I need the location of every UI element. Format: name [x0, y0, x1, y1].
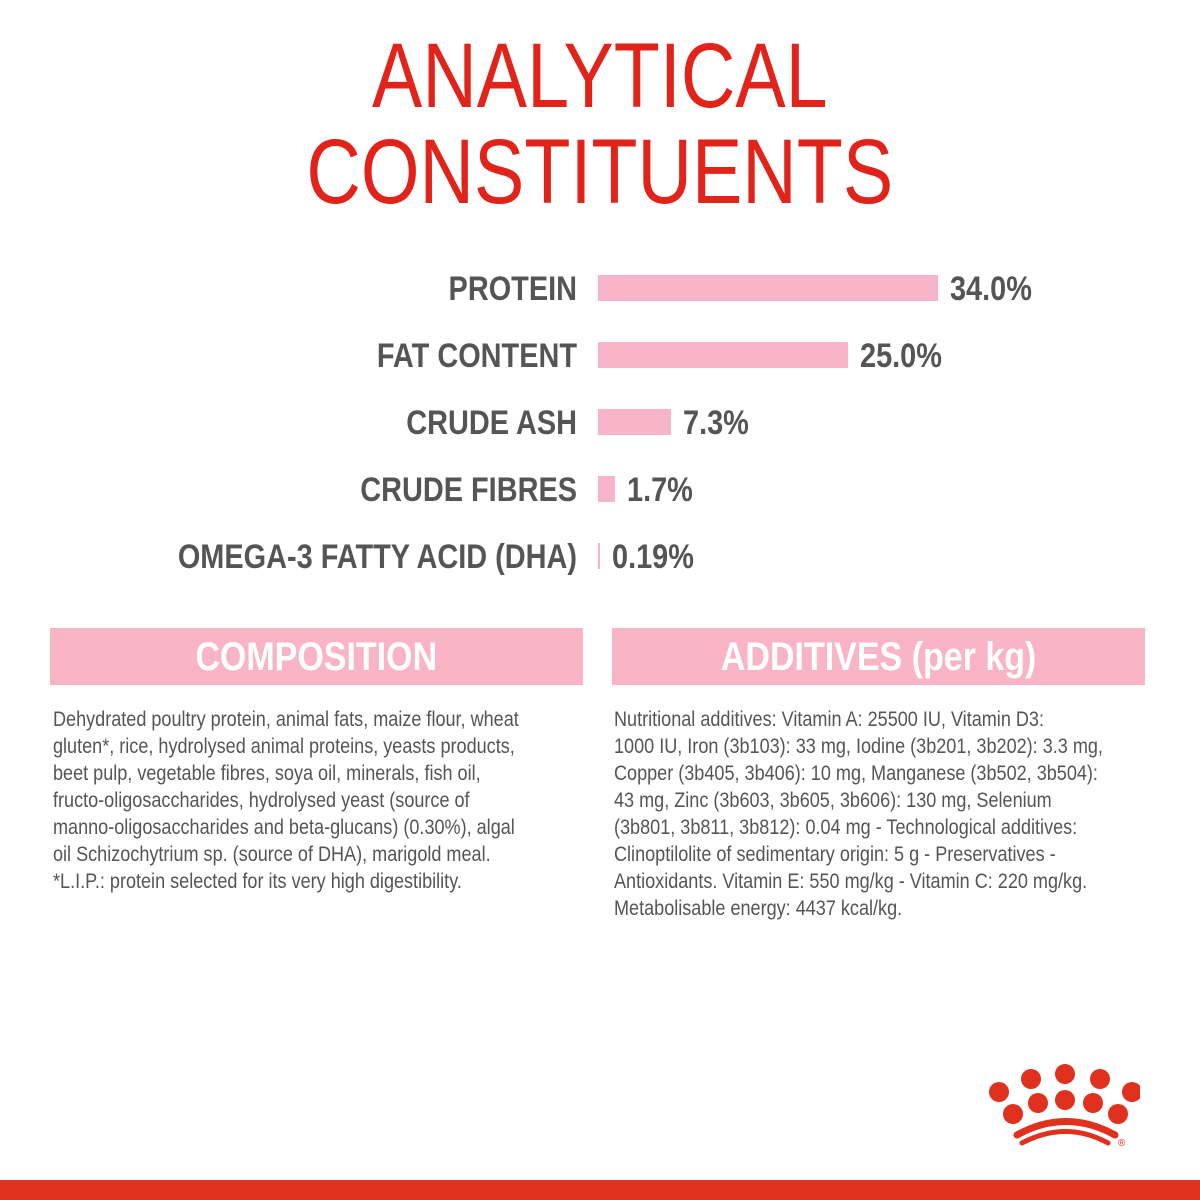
- data-label: 25.0%: [860, 336, 942, 375]
- royal-canin-crown-logo: ®: [989, 1064, 1140, 1149]
- svg-text:®: ®: [1118, 1138, 1126, 1149]
- category-label: FAT CONTENT: [377, 336, 577, 375]
- page-title-line2: CONSTITUENTS: [306, 121, 894, 223]
- additives-line: (3b801, 3b811, 3b812): 0.04 mg - Technol…: [614, 816, 1078, 839]
- composition-line: oil Schizochytrium sp. (source of DHA), …: [53, 843, 491, 866]
- data-label: 1.7%: [627, 470, 693, 509]
- composition-line: *L.I.P.: protein selected for its very h…: [53, 870, 462, 893]
- composition-line: Dehydrated poultry protein, animal fats,…: [53, 708, 519, 731]
- composition-line: beet pulp, vegetable fibres, soya oil, m…: [53, 762, 481, 785]
- additives-header: ADDITIVES (per kg): [612, 628, 1145, 685]
- bar: [598, 409, 671, 435]
- additives-line: Nutritional additives: Vitamin A: 25500 …: [614, 708, 1044, 731]
- composition-line: manno-oligosaccharides and beta-glucans)…: [53, 816, 515, 839]
- additives-line: Antioxidants. Vitamin E: 550 mg/kg - Vit…: [614, 870, 1088, 893]
- additives-line: Clinoptilolite of sedimentary origin: 5 …: [614, 843, 1056, 866]
- category-label: PROTEIN: [449, 269, 577, 308]
- additives-line: 1000 IU, Iron (3b103): 33 mg, Iodine (3b…: [614, 735, 1103, 758]
- composition-line: fructo-oligosaccharides, hydrolysed yeas…: [53, 789, 470, 812]
- category-label: OMEGA-3 FATTY ACID (DHA): [178, 537, 577, 576]
- bar: [598, 543, 600, 569]
- category-label: CRUDE FIBRES: [360, 470, 577, 509]
- composition-header: COMPOSITION: [50, 628, 583, 685]
- category-label: CRUDE ASH: [406, 403, 577, 442]
- brand-footer-strip: [0, 1180, 1200, 1200]
- additives-text: Nutritional additives: Vitamin A: 25500 …: [614, 706, 1103, 922]
- additives-line: Metabolisable energy: 4437 kcal/kg.: [614, 897, 903, 920]
- page-title-line1: ANALYTICAL: [372, 25, 828, 127]
- composition-line: gluten*, rice, hydrolysed animal protein…: [53, 735, 515, 758]
- bar: [598, 342, 848, 368]
- data-label: 7.3%: [683, 403, 749, 442]
- data-label: 0.19%: [612, 537, 694, 576]
- additives-line: Copper (3b405, 3b406): 10 mg, Manganese …: [614, 762, 1098, 785]
- constituents-bar-chart: PROTEIN 34.0% FAT CONTENT 25.0% CRUDE ASH 7.3…: [178, 269, 1032, 576]
- data-label: 34.0%: [950, 269, 1032, 308]
- additives-line: 43 mg, Zinc (3b603, 3b605, 3b606): 130 m…: [614, 789, 1052, 812]
- composition-text: Dehydrated poultry protein, animal fats,…: [53, 706, 519, 895]
- bar: [598, 476, 615, 502]
- bar: [598, 275, 938, 301]
